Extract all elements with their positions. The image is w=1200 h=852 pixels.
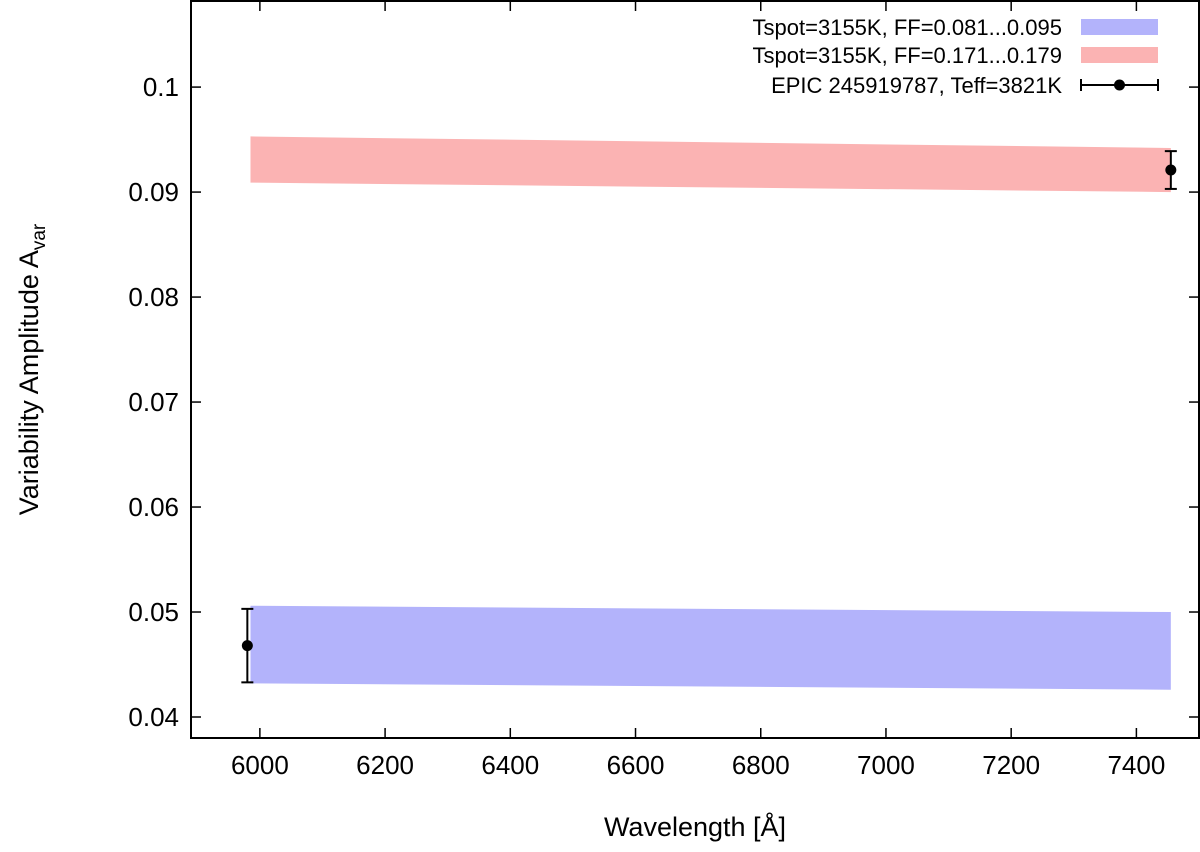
x-axis-ticks: 6000 6200 6400 6600 6800 7000 7200 7400 (231, 1, 1165, 780)
x-tick-label: 6200 (356, 750, 414, 780)
x-tick-label: 7200 (982, 750, 1040, 780)
points-layer (241, 150, 1177, 684)
y-tick-label: 0.06 (128, 492, 179, 522)
y-tick-label: 0.05 (128, 597, 179, 627)
legend-label: EPIC 245919787, Teff=3821K (771, 73, 1062, 98)
legend-item-1: Tspot=3155K, FF=0.171...0.179 (753, 43, 1158, 68)
x-tick-label: 7000 (857, 750, 915, 780)
x-tick-label: 6800 (732, 750, 790, 780)
x-axis-title: Wavelength [Å] (604, 811, 786, 842)
legend-swatch (1081, 19, 1158, 35)
legend-marker (1114, 79, 1125, 91)
y-axis-ticks: 0.04 0.05 0.06 0.07 0.08 0.09 0.1 (128, 72, 1199, 732)
bands-layer (250, 136, 1171, 690)
y-axis-title-main: Variability Amplitude A (14, 250, 44, 515)
x-tick-label: 6600 (607, 750, 665, 780)
data-point-1 (1164, 150, 1177, 190)
y-tick-label: 0.08 (128, 282, 179, 312)
x-tick-label: 7400 (1107, 750, 1165, 780)
band-1 (250, 136, 1171, 193)
legend-swatch (1081, 47, 1158, 63)
legend-label: Tspot=3155K, FF=0.081...0.095 (753, 15, 1062, 40)
y-axis-title: Variability Amplitude Avar (14, 223, 50, 515)
x-tick-label: 6400 (481, 750, 539, 780)
y-axis-title-subscript: var (29, 223, 50, 250)
y-tick-label: 0.07 (128, 387, 179, 417)
x-tick-label: 6000 (231, 750, 289, 780)
legend-label: Tspot=3155K, FF=0.171...0.179 (753, 43, 1062, 68)
band-0 (250, 605, 1171, 690)
point-marker (241, 640, 253, 652)
legend-item-0: Tspot=3155K, FF=0.081...0.095 (753, 15, 1158, 40)
plot-frame (190, 0, 1200, 739)
legend-item-2: EPIC 245919787, Teff=3821K (771, 73, 1159, 98)
y-tick-label: 0.09 (128, 177, 179, 207)
y-tick-label: 0.1 (143, 72, 179, 102)
y-tick-label: 0.04 (128, 702, 179, 732)
legend: Tspot=3155K, FF=0.081...0.095 Tspot=3155K… (753, 15, 1159, 98)
point-marker (1165, 164, 1177, 176)
data-point-0 (241, 607, 254, 684)
